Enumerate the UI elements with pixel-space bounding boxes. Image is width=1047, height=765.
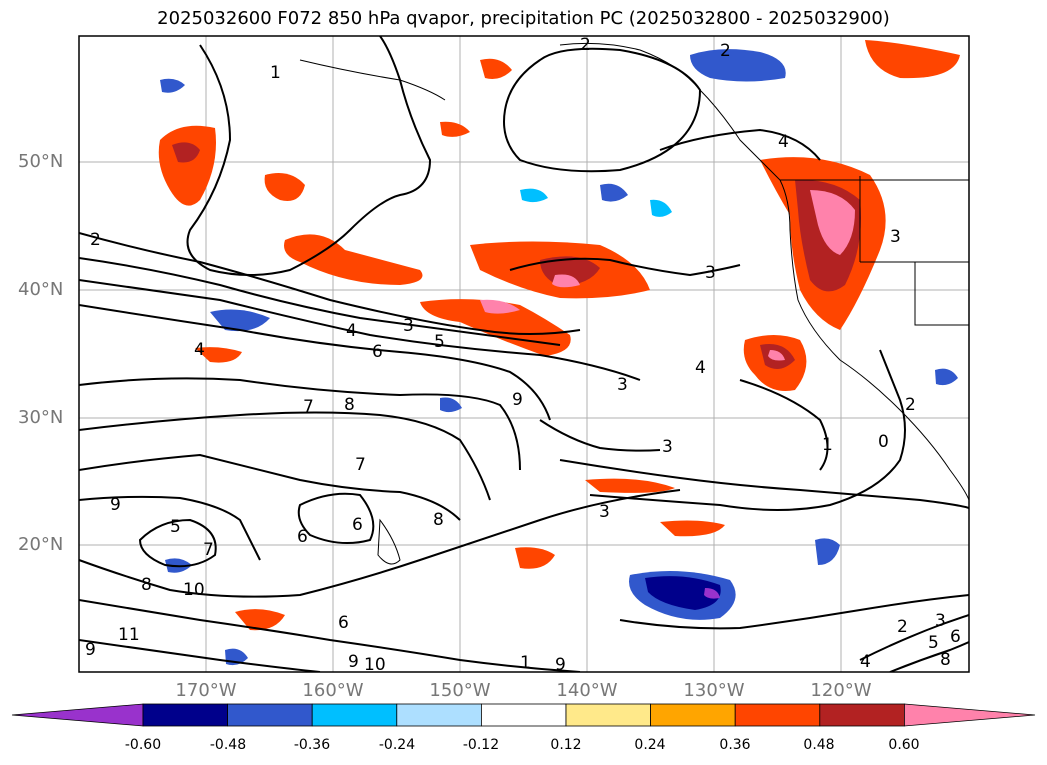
colorbar-segment: [227, 703, 313, 727]
contour-label: 9: [110, 495, 121, 515]
contour-label: 9: [512, 390, 523, 410]
colorbar-extend-high: [904, 703, 1036, 727]
lon-label: 160°W: [302, 680, 364, 701]
colorbar-segment: [565, 703, 651, 727]
colorbar-segment: [734, 703, 821, 727]
contour-labels: 1 2 2 2 4 3 4 3 6 5 7 8 9 3 4 3 1 0 3 9 …: [85, 35, 961, 675]
contour-label: 10: [183, 580, 205, 600]
contour-label: 0: [878, 432, 889, 452]
contour-label: 5: [170, 517, 181, 537]
contour-label: 3: [617, 375, 628, 395]
contour-label: 9: [348, 652, 359, 672]
contour-label: 3: [403, 316, 414, 336]
contour-label: 6: [338, 613, 349, 633]
lon-label: 170°W: [175, 680, 237, 701]
contour-label: 8: [940, 650, 951, 670]
contour-label: 11: [118, 625, 140, 645]
contour-label: 4: [778, 132, 789, 152]
lat-label: 40°N: [18, 279, 64, 300]
colorbar: [11, 703, 1036, 727]
contour-label: 4: [346, 321, 357, 341]
qvapor-contours: [79, 36, 969, 672]
contour-label: 9: [555, 655, 566, 675]
contour-label: 6: [297, 527, 308, 547]
colorbar-tick-label: -0.12: [462, 737, 500, 753]
contour-label: 8: [141, 575, 152, 595]
contour-label: 5: [928, 633, 939, 653]
colorbar-segment: [480, 703, 567, 727]
colorbar-segment: [819, 703, 905, 727]
colorbar-segment: [650, 703, 736, 727]
colorbar-segment: [396, 703, 482, 727]
lon-label: 150°W: [429, 680, 491, 701]
contour-label: 10: [364, 655, 386, 675]
contour-label: 7: [303, 397, 314, 417]
colorbar-segment: [142, 703, 228, 727]
lon-label: 140°W: [556, 680, 618, 701]
precip-negative-areas: [160, 49, 958, 666]
contour-label: 4: [695, 358, 706, 378]
contour-label: 3: [705, 263, 716, 283]
colorbar-tick-label: 0.36: [719, 737, 751, 753]
colorbar-tick-label: -0.48: [209, 737, 247, 753]
colorbar-segment: [311, 703, 398, 727]
lat-label: 30°N: [18, 407, 64, 428]
colorbar-tick-label: -0.60: [124, 737, 162, 753]
contour-label: 7: [355, 455, 366, 475]
colorbar-tick-label: 0.24: [634, 737, 666, 753]
colorbar-tick-label: -0.24: [378, 737, 416, 753]
lon-label: 120°W: [810, 680, 872, 701]
contour-label: 4: [194, 340, 205, 360]
contour-label: 3: [599, 502, 610, 522]
colorbar-tick-label: 0.60: [888, 737, 920, 753]
contour-label: 2: [90, 230, 101, 250]
contour-label: 4: [860, 652, 871, 672]
contour-label: 7: [203, 540, 214, 560]
map-canvas: 1 2 2 2 4 3 4 3 6 5 7 8 9 3 4 3 1 0 3 9 …: [78, 35, 970, 675]
contour-label: 6: [352, 515, 363, 535]
lon-label: 130°W: [683, 680, 745, 701]
contour-label: 9: [85, 640, 96, 660]
colorbar-tick-label: 0.48: [803, 737, 835, 753]
lat-label: 50°N: [18, 151, 64, 172]
contour-label: 2: [905, 395, 916, 415]
lat-label: 20°N: [18, 534, 64, 555]
contour-label: 6: [372, 342, 383, 362]
contour-label: 2: [580, 35, 591, 55]
chart-title: 2025032600 F072 850 hPa qvapor, precipit…: [157, 8, 890, 29]
contour-label: 1: [822, 435, 833, 455]
contour-label: 8: [433, 510, 444, 530]
contour-label: 2: [720, 41, 731, 61]
contour-label: 1: [270, 63, 281, 83]
contour-label: 2: [897, 617, 908, 637]
contour-label: 8: [344, 395, 355, 415]
contour-label: 3: [662, 437, 673, 457]
contour-label: 5: [434, 332, 445, 352]
colorbar-tick-label: -0.36: [293, 737, 331, 753]
contour-label: 3: [935, 611, 946, 631]
colorbar-tick-label: 0.12: [550, 737, 582, 753]
contour-label: 6: [950, 627, 961, 647]
contour-label: 1: [520, 653, 531, 673]
contour-label: 3: [890, 227, 901, 247]
colorbar-extend-low: [11, 703, 144, 727]
